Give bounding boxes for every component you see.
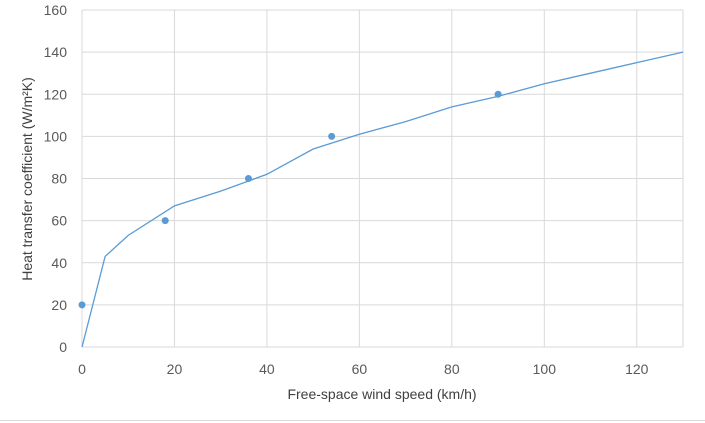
y-axis-ticks: 0 20 40 60 80 100 120 140 160 [44, 2, 68, 355]
y-tick-label: 140 [44, 44, 68, 60]
x-axis-title: Free-space wind speed (km/h) [287, 386, 476, 402]
x-tick-label: 100 [533, 361, 557, 377]
x-tick-label: 120 [625, 361, 649, 377]
bottom-border [0, 420, 705, 421]
gridlines [81, 9, 684, 348]
y-tick-label: 80 [51, 171, 67, 187]
x-axis-ticks: 0 20 40 60 80 100 120 [78, 361, 649, 377]
y-tick-label: 160 [44, 2, 68, 18]
fit-line [81, 51, 684, 348]
y-tick-label: 0 [59, 339, 67, 355]
x-tick-label: 20 [167, 361, 183, 377]
x-tick-label: 60 [352, 361, 368, 377]
plot-area [78, 51, 684, 348]
y-axis-title: Heat transfer coefficient (W/m²K) [19, 77, 35, 281]
x-tick-label: 40 [259, 361, 275, 377]
y-tick-label: 40 [51, 255, 67, 271]
y-tick-label: 60 [51, 213, 67, 229]
x-tick-label: 80 [444, 361, 460, 377]
y-tick-label: 20 [51, 297, 67, 313]
data-point [328, 132, 336, 140]
y-tick-label: 120 [44, 86, 68, 102]
data-point [78, 301, 86, 309]
y-tick-label: 100 [44, 128, 68, 144]
x-tick-label: 0 [78, 361, 86, 377]
data-point [161, 217, 169, 225]
